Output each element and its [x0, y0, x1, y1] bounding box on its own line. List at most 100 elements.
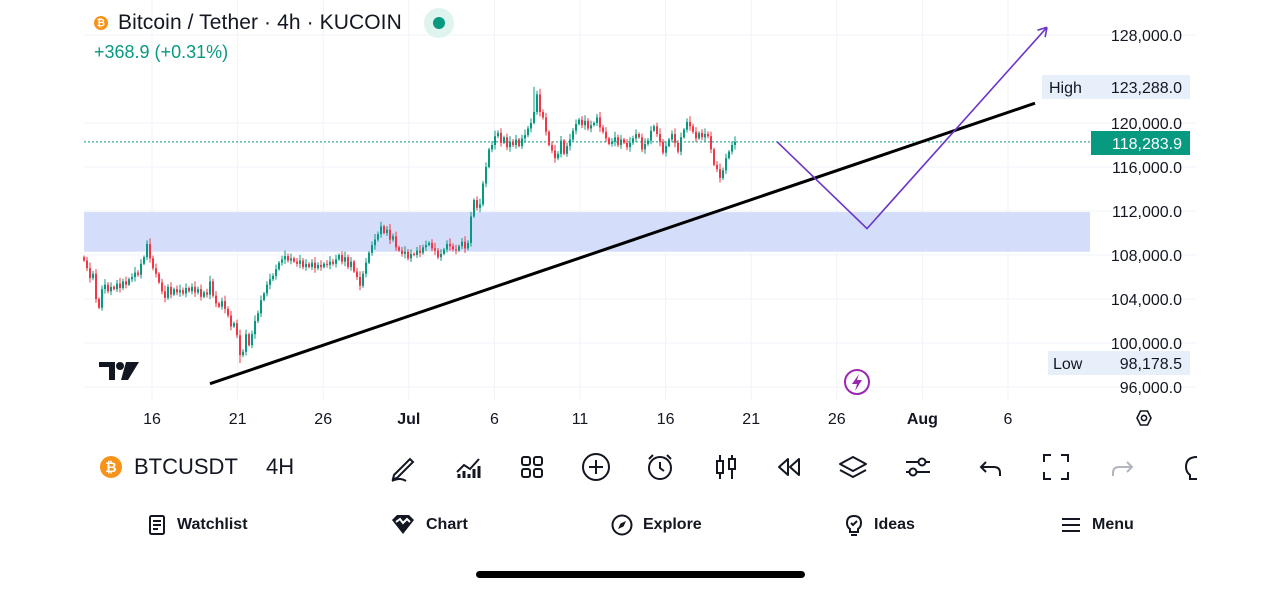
candle-body	[527, 128, 529, 136]
time-axis-label: 26	[314, 411, 332, 428]
candle-body	[677, 142, 679, 152]
tradingview-logo	[99, 362, 139, 380]
candles-icon[interactable]	[709, 450, 743, 484]
candle-body	[566, 146, 568, 154]
chart-settings-icon[interactable]	[1136, 410, 1152, 426]
add-icon[interactable]	[579, 450, 613, 484]
candle-body	[605, 131, 607, 139]
settings-icon[interactable]	[901, 450, 935, 484]
low-badge	[1048, 351, 1190, 375]
candle-body	[524, 135, 526, 139]
candle-body	[278, 262, 280, 270]
nav-menu[interactable]: Menu	[1060, 514, 1134, 536]
candle-body	[506, 137, 508, 148]
candle-body	[560, 140, 562, 154]
price-chart[interactable]: 128,000.0 120,000.0 116,000.0 112,000.0 108,…	[0, 0, 1280, 440]
candle-body	[305, 263, 307, 268]
candle-body	[455, 249, 457, 251]
low-label: Low	[1053, 356, 1083, 373]
candle-body	[182, 290, 184, 294]
candle-body	[398, 247, 400, 251]
candle-body	[152, 258, 154, 269]
symbol-button[interactable]: BTCUSDT	[134, 454, 238, 479]
nav-watchlist[interactable]: Watchlist	[147, 514, 248, 536]
market-status-icon[interactable]	[423, 8, 454, 38]
bulb-icon[interactable]	[1178, 450, 1197, 484]
pencil-icon[interactable]	[386, 450, 420, 484]
candle-body	[617, 137, 619, 145]
candle-body	[260, 300, 262, 314]
candle-body	[623, 139, 625, 143]
candle-body	[422, 247, 424, 253]
high-label: High	[1049, 80, 1082, 97]
interval-button[interactable]: 4H	[266, 454, 295, 479]
time-axis-label: 26	[828, 411, 846, 428]
candle-body	[512, 141, 514, 145]
candle-body	[413, 253, 415, 255]
chart-title[interactable]: Bitcoin / Tether · 4h · KUCOIN	[118, 11, 402, 34]
candle-body	[317, 264, 319, 269]
watchlist-icon	[149, 515, 165, 535]
candle-body	[158, 273, 160, 283]
candle-body	[197, 289, 199, 293]
nav-ideas[interactable]: Ideas	[844, 514, 915, 536]
replay-icon[interactable]	[772, 450, 806, 484]
candle-body	[437, 250, 439, 258]
layers-icon[interactable]	[836, 450, 870, 484]
redo-icon[interactable]	[1105, 450, 1139, 484]
candle-body	[458, 246, 460, 251]
candle-body	[137, 272, 139, 275]
undo-icon[interactable]	[974, 450, 1008, 484]
candle-body	[107, 284, 109, 292]
candle-body	[683, 129, 685, 138]
time-axis-label: 16	[657, 411, 675, 428]
candle-body	[476, 200, 478, 208]
candle-body	[668, 139, 670, 147]
candle-body	[563, 140, 565, 154]
candle-body	[365, 262, 367, 274]
nav-chart[interactable]: Chart	[390, 514, 468, 536]
candle-body	[128, 279, 130, 285]
nav-explore[interactable]: Explore	[611, 514, 702, 536]
candle-body	[191, 286, 193, 292]
candle-body	[647, 140, 649, 144]
alarm-icon[interactable]	[643, 450, 677, 484]
candle-body	[497, 132, 499, 137]
grid-icon[interactable]	[515, 450, 549, 484]
projection-path[interactable]	[776, 26, 1048, 230]
candle-body	[665, 146, 667, 153]
candle-body	[626, 142, 628, 148]
candle-body	[230, 315, 232, 327]
candle-body	[206, 292, 208, 295]
candle-body	[341, 255, 343, 262]
trendline[interactable]	[209, 101, 1036, 386]
candle-body	[689, 121, 691, 127]
candle-body	[125, 281, 127, 285]
fullscreen-icon[interactable]	[1039, 450, 1073, 484]
candle-body	[545, 117, 547, 132]
candle-body	[632, 138, 634, 143]
candle-body	[428, 242, 430, 246]
candle-body	[416, 250, 418, 255]
candle-body	[461, 241, 463, 247]
candle-body	[725, 158, 727, 171]
indicators-icon[interactable]	[451, 450, 485, 484]
candle-body	[83, 257, 85, 261]
high-badge	[1042, 75, 1190, 99]
candle-body	[251, 334, 253, 346]
candle-body	[98, 299, 100, 308]
candle-body	[155, 268, 157, 274]
candle-body	[449, 244, 451, 247]
candle-body	[335, 259, 337, 264]
time-axis-label: 21	[742, 411, 760, 428]
candle-body	[314, 262, 316, 269]
candle-body	[401, 250, 403, 254]
candle-body	[266, 284, 268, 294]
candle-body	[569, 139, 571, 147]
candle-body	[326, 263, 328, 265]
candle-body	[161, 282, 163, 292]
candle-body	[602, 127, 604, 132]
candle-body	[533, 112, 535, 123]
time-axis-label: 11	[572, 411, 589, 428]
lightning-icon[interactable]	[844, 369, 870, 395]
